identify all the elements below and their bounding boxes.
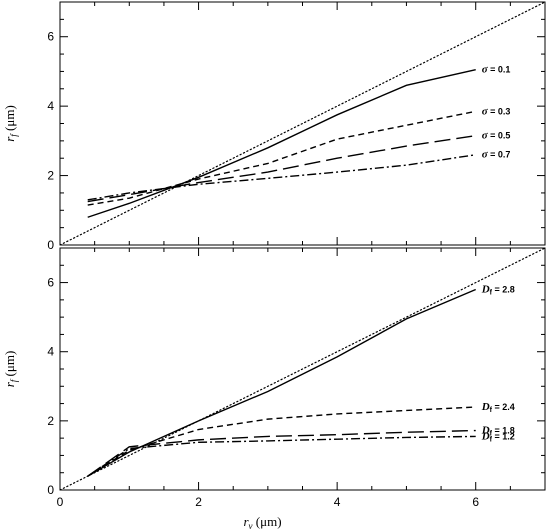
- series-line-1: [87, 406, 476, 477]
- series-line-2: [87, 134, 476, 203]
- y-axis-title: rf (μm): [2, 351, 19, 388]
- y-tick-label: 4: [47, 345, 54, 359]
- series-label-3: σ = 0.7: [482, 149, 511, 161]
- y-tick-label: 6: [47, 276, 54, 290]
- series-line-0: [87, 69, 476, 218]
- series-label-2: σ = 0.5: [482, 130, 511, 142]
- x-tick-label: 4: [334, 495, 341, 509]
- series-label-3: Df = 1.2: [481, 430, 515, 443]
- y-tick-label: 6: [47, 30, 54, 44]
- series-line-1: [87, 110, 476, 206]
- x-tick-label: 2: [195, 495, 202, 509]
- reference-line: [60, 248, 545, 490]
- y-tick-label: 2: [47, 414, 54, 428]
- series-line-3: [87, 154, 476, 201]
- reference-line: [60, 2, 545, 245]
- y-tick-label: 0: [47, 483, 54, 497]
- series-line-3: [87, 435, 476, 477]
- x-axis-title: rv (μm): [243, 514, 281, 531]
- y-tick-label: 4: [47, 99, 54, 113]
- series-line-0: [87, 288, 476, 477]
- bottom-panel: 0 2 4 6 0 2 4 6 rf (μm) rv (μm) Df = 2.8 Df = 2.4 Df…: [2, 247, 546, 531]
- series-label-1: σ = 0.3: [482, 105, 511, 117]
- x-tick-label: 0: [57, 495, 64, 509]
- series-label-0: σ = 0.1: [482, 64, 511, 76]
- y-axis-title: rf (μm): [2, 105, 19, 142]
- series-label-0: Df = 2.8: [481, 283, 515, 296]
- series-label-1: Df = 2.4: [481, 401, 515, 414]
- series-line-2: [87, 429, 476, 477]
- x-tick-label: 6: [472, 495, 479, 509]
- y-tick-label: 2: [47, 169, 54, 183]
- top-panel: 0 2 4 6 rf (μm) σ = 0.1 σ = 0.3 σ = 0.5 σ = 0.7: [2, 1, 546, 252]
- y-tick-label: 0: [47, 238, 54, 252]
- series-label-2: Df = 1.8: [481, 425, 515, 438]
